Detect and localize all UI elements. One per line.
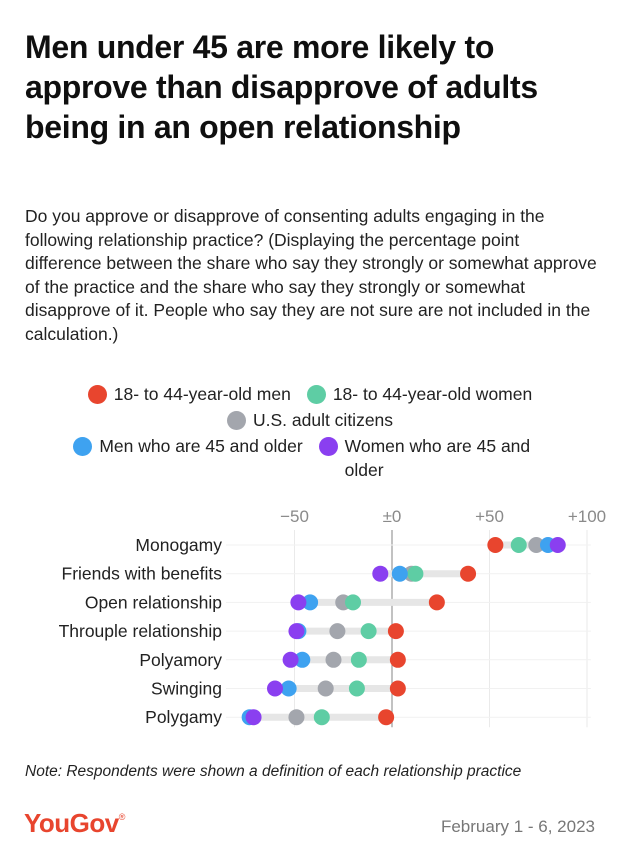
chart-subtitle: Do you approve or disapprove of consenti… xyxy=(25,206,597,344)
data-point xyxy=(290,594,307,611)
legend-item-men-45-plus: Men who are 45 and older xyxy=(73,434,303,458)
chart-legend: 18- to 44-year-old men 18- to 44-year-ol… xyxy=(0,382,620,480)
legend-swatch-women-45-plus xyxy=(318,437,338,456)
data-point xyxy=(348,680,365,697)
data-point xyxy=(288,623,305,640)
data-point xyxy=(428,594,445,611)
registered-mark-icon: ® xyxy=(118,812,126,822)
chart-note: Note: Respondents were shown a definitio… xyxy=(25,763,522,780)
data-point xyxy=(372,565,389,582)
data-point xyxy=(389,651,406,668)
data-point xyxy=(389,680,406,697)
data-point xyxy=(317,680,334,697)
data-point xyxy=(360,623,377,640)
legend-label-us-adults: U.S. adult citizens xyxy=(252,410,394,430)
legend-item-women-18-44: 18- to 44-year-old women xyxy=(306,382,533,406)
data-point xyxy=(294,651,311,668)
legend-label-men-45-plus: Men who are 45 and older xyxy=(99,436,303,456)
data-point xyxy=(378,709,395,726)
data-point xyxy=(487,537,504,553)
data-point xyxy=(345,594,361,611)
legend-swatch-women-18-44 xyxy=(306,385,326,404)
data-point xyxy=(510,537,527,553)
legend-label-men-18-44: 18- to 44-year-old men xyxy=(113,384,291,404)
category-label: Polygamy xyxy=(145,707,222,727)
legend-row: 18- to 44-year-old men 18- to 44-year-ol… xyxy=(0,382,620,408)
x-tick-label: +100 xyxy=(568,507,606,526)
legend-row: Men who are 45 and older Women who are 4… xyxy=(0,434,620,480)
legend-item-women-45-plus: Women who are 45 and older xyxy=(318,434,547,482)
legend-swatch-us-adults xyxy=(226,411,246,430)
category-label: Open relationship xyxy=(85,592,222,612)
yougov-logo: YouGov® xyxy=(24,808,125,839)
data-point xyxy=(549,537,566,553)
data-point xyxy=(280,680,297,697)
data-point xyxy=(325,651,342,668)
data-point xyxy=(329,623,346,640)
data-point xyxy=(245,709,262,726)
legend-label-women-45-plus: Women who are 45 and older xyxy=(344,436,531,480)
data-point xyxy=(288,709,305,726)
legend-row: U.S. adult citizens xyxy=(0,408,620,434)
category-label: Throuple relationship xyxy=(59,621,222,641)
legend-item-men-18-44: 18- to 44-year-old men xyxy=(87,382,291,406)
x-tick-label: −50 xyxy=(280,507,309,526)
legend-swatch-men-45-plus xyxy=(73,437,93,456)
brand-name: YouGov xyxy=(24,808,119,838)
data-point xyxy=(387,623,404,640)
data-point xyxy=(407,565,424,582)
data-point xyxy=(528,537,545,553)
x-tick-label: +50 xyxy=(475,507,504,526)
data-point xyxy=(391,565,408,582)
legend-label-women-18-44: 18- to 44-year-old women xyxy=(332,384,533,404)
chart-title: Men under 45 are more likely to approve … xyxy=(25,29,538,145)
survey-date: February 1 - 6, 2023 xyxy=(440,817,595,836)
dot-plot-chart: −50 ±0 +50 +100 Monogamy Friends with benefit… xyxy=(59,507,607,727)
category-label: Polyamory xyxy=(139,650,222,670)
legend-swatch-men-18-44 xyxy=(87,385,107,404)
data-point xyxy=(267,680,283,697)
data-point xyxy=(302,594,319,611)
legend-item-us-adults: U.S. adult citizens xyxy=(226,408,394,432)
data-point xyxy=(460,565,477,582)
category-label: Monogamy xyxy=(135,535,222,555)
data-point xyxy=(313,709,330,726)
category-label: Swinging xyxy=(151,679,222,699)
x-tick-label: ±0 xyxy=(383,507,402,526)
data-point xyxy=(350,651,367,668)
data-point xyxy=(282,651,299,668)
category-label: Friends with benefits xyxy=(62,564,223,584)
